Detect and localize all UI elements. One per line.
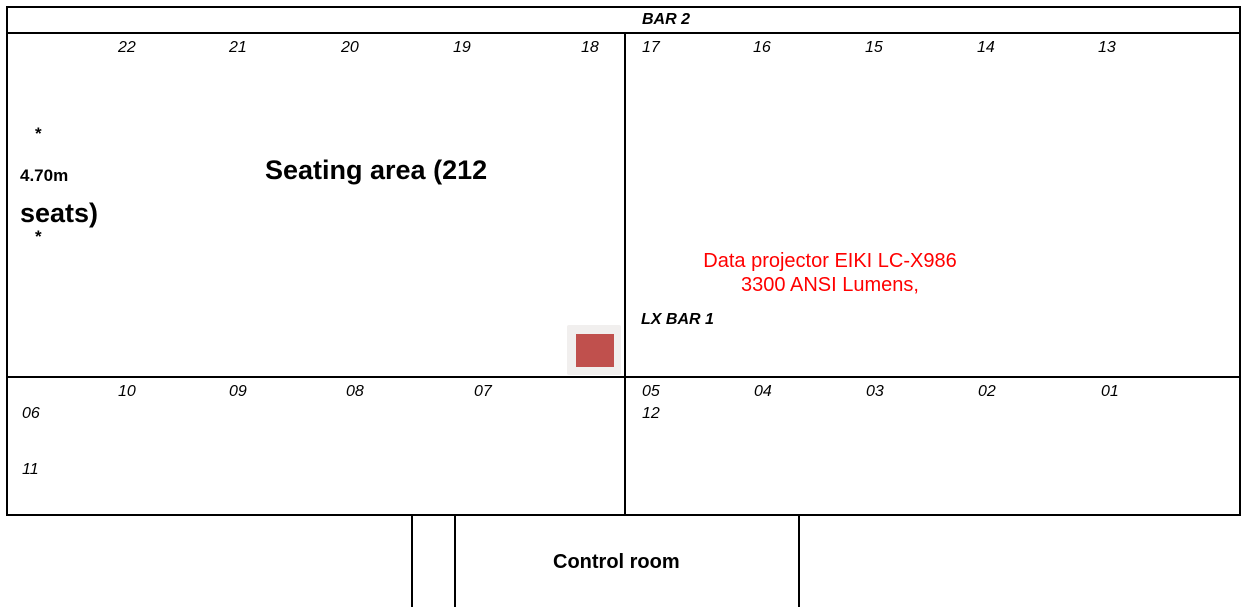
bar-number: 14 [977, 39, 995, 56]
bar-number: 02 [978, 383, 996, 400]
bar-number: 20 [341, 39, 359, 56]
bar2-line [6, 32, 1241, 34]
bar-number: 07 [474, 383, 492, 400]
bar-number: 19 [453, 39, 471, 56]
bar-number: 22 [118, 39, 136, 56]
bar-number: 08 [346, 383, 364, 400]
asterisk-marker: * [35, 227, 42, 246]
bar-number: 16 [753, 39, 771, 56]
control-room-label: Control room [553, 551, 680, 573]
bar-number: 05 [642, 383, 660, 400]
bar-number: 09 [229, 383, 247, 400]
projector-lumens: 3300 ANSI Lumens, [741, 274, 919, 296]
projector-model: Data projector EIKI LC-X986 [703, 250, 957, 272]
bar2-label: BAR 2 [642, 11, 691, 28]
bar-number: 13 [1098, 39, 1116, 56]
bar-number: 21 [229, 39, 247, 56]
left-border [6, 6, 8, 516]
seating-area-label-cont: seats) [20, 198, 99, 228]
bar-number: 06 [22, 405, 40, 422]
bar-number: 03 [866, 383, 884, 400]
bar-number: 04 [754, 383, 772, 400]
bar-number: 17 [642, 39, 660, 56]
asterisk-marker: * [35, 124, 42, 143]
bar-number: 15 [865, 39, 883, 56]
bar-number: 12 [642, 405, 660, 422]
control-room-wall-1 [411, 514, 413, 607]
control-room-wall-3 [798, 514, 800, 607]
bar-number: 10 [118, 383, 136, 400]
right-border [1239, 6, 1241, 516]
bar-number: 18 [581, 39, 599, 56]
projector-icon [576, 334, 614, 367]
bottom-border [6, 514, 1241, 516]
dimension-label: 4.70m [20, 166, 69, 185]
bar-number: 11 [22, 461, 39, 478]
row-divider [6, 376, 1241, 378]
seating-area-label: Seating area (212 [265, 155, 488, 185]
top-border [6, 6, 1241, 8]
center-divider [624, 32, 626, 516]
control-room-wall-2 [454, 514, 456, 607]
projector-label: Data projector EIKI LC-X986 3300 ANSI Lu… [630, 249, 1030, 297]
lx-bar1-label: LX BAR 1 [641, 311, 714, 328]
bar-number: 01 [1101, 383, 1119, 400]
